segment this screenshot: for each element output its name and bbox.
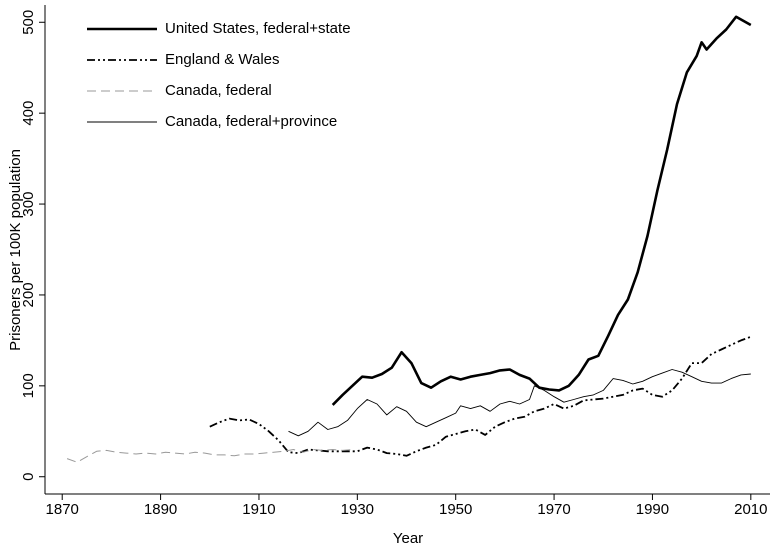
- y-axis-title: Prisoners per 100K population: [7, 149, 24, 351]
- y-tick-label: 500: [20, 10, 37, 35]
- x-tick-label: 1890: [144, 501, 177, 518]
- legend-label: United States, federal+state: [165, 20, 351, 37]
- legend-label: Canada, federal+province: [165, 113, 337, 130]
- x-tick-label: 1910: [242, 501, 275, 518]
- x-tick-label: 2010: [734, 501, 767, 518]
- x-tick-label: 1930: [341, 501, 374, 518]
- series-line: [209, 335, 752, 457]
- legend-label: England & Wales: [165, 51, 280, 68]
- x-tick-label: 1870: [46, 501, 79, 518]
- x-tick-label: 1970: [537, 501, 570, 518]
- x-axis-title: Year: [393, 530, 423, 547]
- series-line: [66, 449, 353, 463]
- x-tick-label: 1990: [636, 501, 669, 518]
- series-line: [331, 15, 752, 406]
- legend-label: Canada, federal: [165, 82, 272, 99]
- y-tick-label: 0: [20, 473, 37, 481]
- y-tick-label: 400: [20, 101, 37, 126]
- y-tick-label: 100: [20, 373, 37, 398]
- series-line: [288, 369, 751, 437]
- x-tick-label: 1950: [439, 501, 472, 518]
- y-tick-label: 200: [20, 282, 37, 307]
- y-tick-label: 300: [20, 192, 37, 217]
